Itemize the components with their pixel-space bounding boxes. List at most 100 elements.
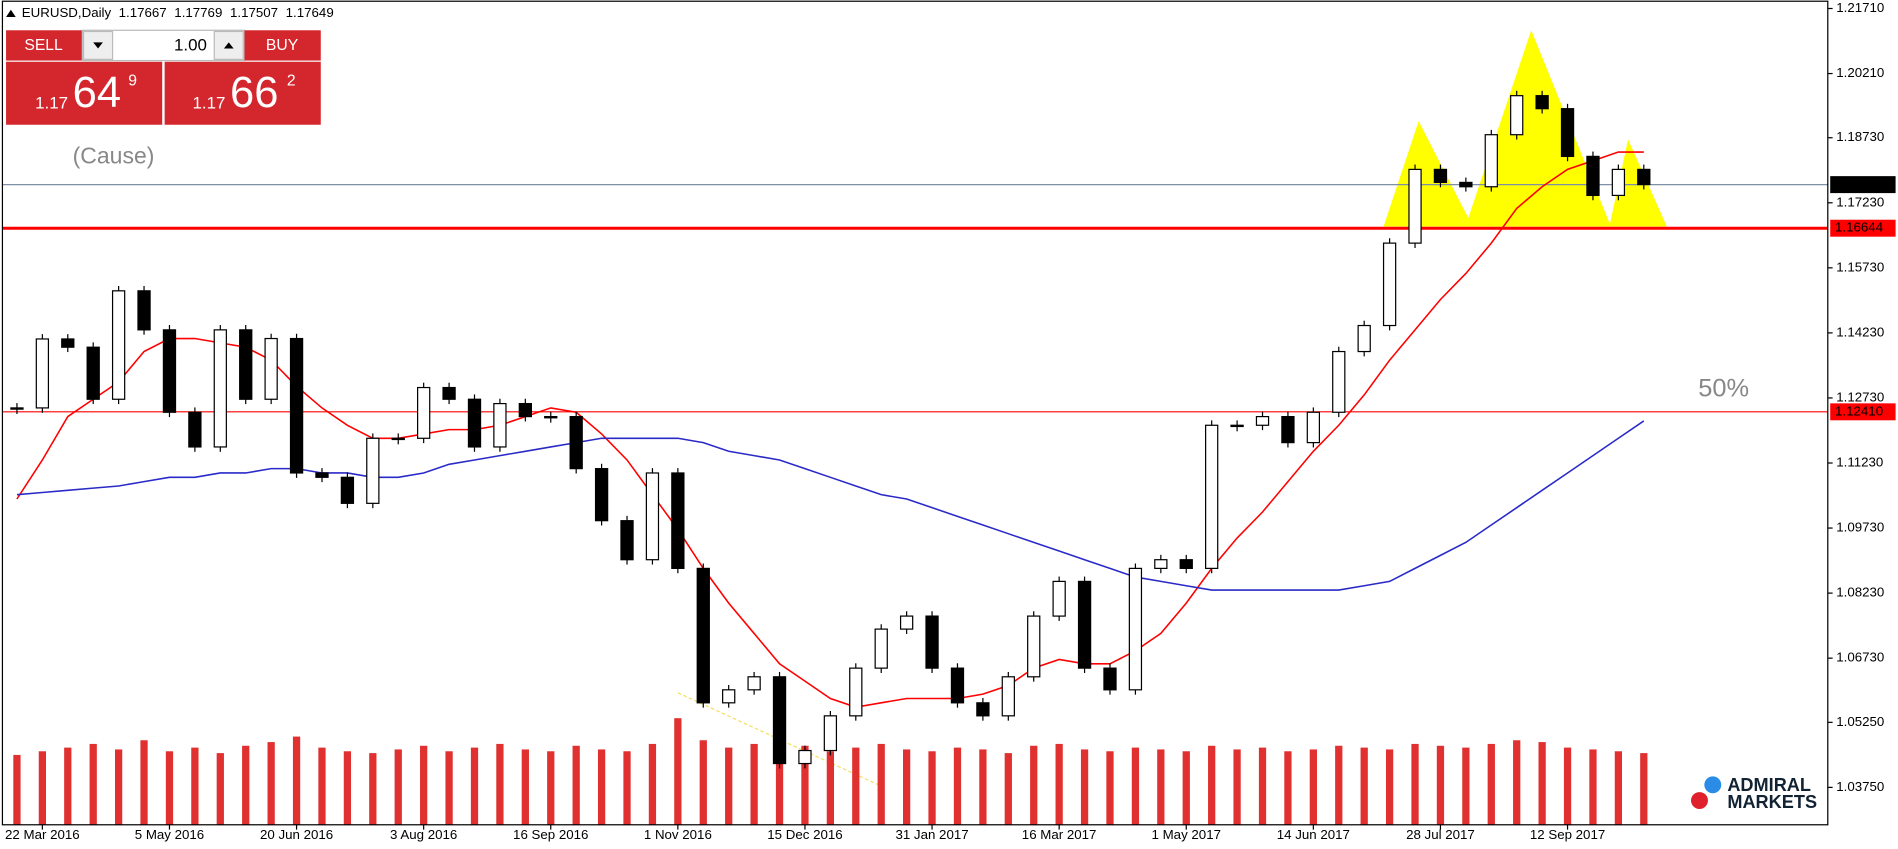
volume-bar: [1614, 751, 1623, 825]
candle: [391, 437, 405, 441]
sell-label: SELL: [24, 37, 63, 54]
price-prefix: 1.17: [35, 94, 68, 113]
volume-bar: [852, 747, 860, 825]
price-level-label: 1.17649: [1835, 176, 1883, 191]
price-pips: 64: [73, 69, 121, 117]
candle: [1611, 168, 1626, 197]
lot-down[interactable]: [82, 30, 114, 60]
x-tick-label: 31 Jan 2017: [895, 827, 968, 842]
y-tick-label: 1.17230: [1836, 194, 1884, 209]
candle: [493, 402, 507, 448]
x-tick-label: 28 Jul 2017: [1406, 827, 1475, 842]
candle: [1637, 168, 1651, 186]
candle: [1128, 567, 1143, 691]
annotation: (Cause): [73, 143, 155, 169]
volume-bar: [420, 745, 428, 825]
volume-bar: [191, 747, 199, 825]
candle: [239, 329, 253, 400]
candle: [61, 338, 75, 348]
candle: [467, 398, 482, 448]
sell-button[interactable]: [6, 30, 83, 61]
price-level-box: [1830, 403, 1896, 421]
candle: [645, 472, 660, 561]
volume-bar: [216, 753, 224, 825]
candle: [1459, 181, 1473, 188]
candle: [1281, 415, 1295, 444]
volume-bar: [674, 718, 682, 825]
candle: [315, 472, 329, 478]
x-tick-label: 16 Sep 2016: [513, 827, 588, 842]
volume-bar: [318, 747, 326, 825]
candle: [417, 386, 431, 439]
x-tick-label: 5 May 2016: [135, 827, 204, 842]
symbol: EURUSD,Daily: [22, 5, 112, 20]
volume-bar: [343, 751, 352, 825]
candle: [544, 415, 558, 419]
buy-button[interactable]: [244, 30, 321, 61]
x-tick-label: 14 Jun 2017: [1277, 827, 1350, 842]
plot-frame: [1, 0, 1829, 826]
candle: [1001, 676, 1015, 717]
arrow-up: [223, 42, 234, 49]
x-tick-label: 22 Mar 2016: [5, 827, 80, 842]
buy-price-box[interactable]: [164, 61, 321, 125]
y-tick-label: 1.14230: [1836, 324, 1884, 339]
moving-average: [16, 151, 1644, 708]
candle: [10, 407, 24, 410]
volume-bar: [1640, 753, 1648, 825]
volume-bar: [242, 745, 250, 825]
volume-bar: [369, 753, 377, 825]
candle: [1510, 95, 1524, 136]
volume-bar: [1411, 743, 1419, 825]
volume-bar: [1513, 740, 1521, 825]
candle: [1408, 168, 1422, 244]
candle: [798, 749, 812, 765]
logo: ADMIRAL MARKETS: [1691, 775, 1817, 812]
x-tick-label: 15 Dec 2016: [767, 827, 842, 842]
lot-value: 1.00: [174, 36, 207, 55]
candle: [264, 337, 278, 400]
candle: [1205, 424, 1219, 569]
volume-bar: [165, 751, 174, 825]
candle: [874, 628, 888, 669]
volume-bar: [903, 749, 911, 825]
volume-bar: [1030, 745, 1038, 825]
candle: [1179, 559, 1193, 569]
candle: [1027, 615, 1041, 678]
collapse-icon[interactable]: [6, 9, 16, 17]
candle: [1306, 411, 1321, 444]
head-and-shoulders-pattern: [1383, 30, 1667, 227]
x-tick-label: 3 Aug 2016: [390, 827, 457, 842]
volume-bar: [1208, 745, 1216, 825]
logo-text: ADMIRAL: [1727, 775, 1811, 795]
y-tick-label: 1.09730: [1836, 520, 1884, 535]
sell-price-box[interactable]: [6, 61, 163, 125]
candle: [1230, 424, 1244, 428]
volume-bar: [1436, 745, 1445, 825]
candle: [1535, 95, 1549, 110]
candle: [696, 567, 710, 704]
y-tick-label: 1.21710: [1836, 0, 1884, 15]
volume-bar: [699, 740, 707, 825]
candle: [1560, 108, 1575, 157]
volume-bar: [1487, 743, 1495, 825]
price-fraction: 2: [287, 72, 296, 89]
candle: [849, 667, 863, 717]
volume-bar: [1284, 751, 1292, 825]
volume-bar: [1360, 747, 1368, 825]
candle: [899, 615, 914, 630]
candle: [213, 329, 227, 448]
volume-bar: [801, 745, 809, 825]
volume-bar: [13, 754, 21, 825]
volume-bar: [877, 743, 885, 825]
volume-bar: [750, 743, 758, 825]
volume-bar: [928, 751, 936, 825]
volume-bar: [1106, 751, 1114, 825]
ohlc-value: 1.17649: [286, 5, 334, 20]
volume-bar: [979, 749, 987, 825]
volume-bar: [1233, 749, 1241, 825]
price-pips: 66: [230, 69, 278, 117]
trend-line: [677, 692, 884, 788]
candle: [518, 402, 532, 418]
